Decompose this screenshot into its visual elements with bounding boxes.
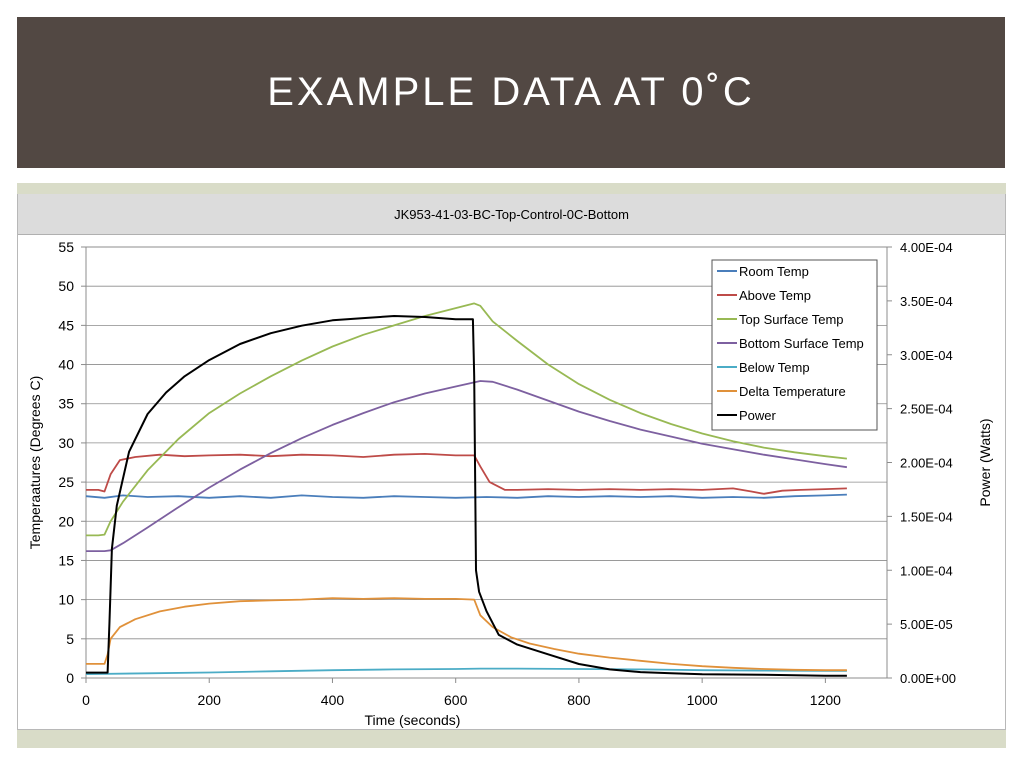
y-tick-label: 30 <box>58 435 74 451</box>
y-tick-label: 20 <box>58 513 74 529</box>
y2-tick-label: 5.00E-05 <box>900 617 953 632</box>
series-line-above-temp <box>86 453 847 495</box>
x-tick-label: 400 <box>321 692 345 708</box>
y-tick-label: 5 <box>66 631 74 647</box>
series-line-power <box>86 315 847 677</box>
series-line-delta-temperature <box>86 597 847 672</box>
y2-tick-label: 1.50E-04 <box>900 509 953 524</box>
y-tick-label: 0 <box>66 670 74 686</box>
y2-tick-label: 0.00E+00 <box>900 671 956 686</box>
slide-title: EXAMPLE DATA AT 0˚C <box>267 70 755 114</box>
series-line-below-temp <box>85 667 847 675</box>
y2-tick-label: 2.00E-04 <box>900 456 953 471</box>
y-tick-label: 35 <box>58 396 74 412</box>
x-tick-label: 800 <box>567 692 591 708</box>
legend-label: Bottom Surface Temp <box>739 336 864 351</box>
y-tick-label: 50 <box>58 278 74 294</box>
x-axis-label: Time (seconds) <box>365 712 461 728</box>
y-axis-label: Temperaatures (Degrees C) <box>27 376 43 550</box>
legend-label: Below Temp <box>739 360 810 375</box>
y2-tick-label: 1.00E-04 <box>900 563 953 578</box>
slide-header: EXAMPLE DATA AT 0˚C <box>17 17 1005 168</box>
legend-label: Top Surface Temp <box>739 312 844 327</box>
y-tick-label: 45 <box>58 317 74 333</box>
chart-title: JK953-41-03-BC-Top-Control-0C-Bottom <box>18 194 1005 235</box>
legend-label: Power <box>739 408 777 423</box>
y-tick-label: 55 <box>58 239 74 255</box>
legend <box>711 259 878 431</box>
y-tick-label: 40 <box>58 357 74 373</box>
legend-label: Above Temp <box>739 288 811 303</box>
series-line-top-surface-temp <box>86 302 847 537</box>
series-line-room-temp <box>85 493 847 499</box>
y-tick-label: 25 <box>58 474 74 490</box>
y2-tick-label: 4.00E-04 <box>900 240 953 255</box>
x-tick-label: 0 <box>82 692 90 708</box>
x-tick-label: 200 <box>198 692 222 708</box>
y-tick-label: 15 <box>58 552 74 568</box>
y2-axis-label: Power (Watts) <box>977 418 993 506</box>
y2-tick-label: 3.50E-04 <box>900 294 953 309</box>
x-tick-label: 1000 <box>687 692 718 708</box>
x-tick-label: 600 <box>444 692 468 708</box>
y2-tick-label: 3.00E-04 <box>900 348 953 363</box>
x-tick-label: 1200 <box>810 692 841 708</box>
y2-tick-label: 2.50E-04 <box>900 402 953 417</box>
y-tick-label: 10 <box>58 592 74 608</box>
series-line-bottom-surface-temp <box>86 380 848 552</box>
legend-label: Delta Temperature <box>739 384 846 399</box>
legend-label: Room Temp <box>739 264 809 279</box>
